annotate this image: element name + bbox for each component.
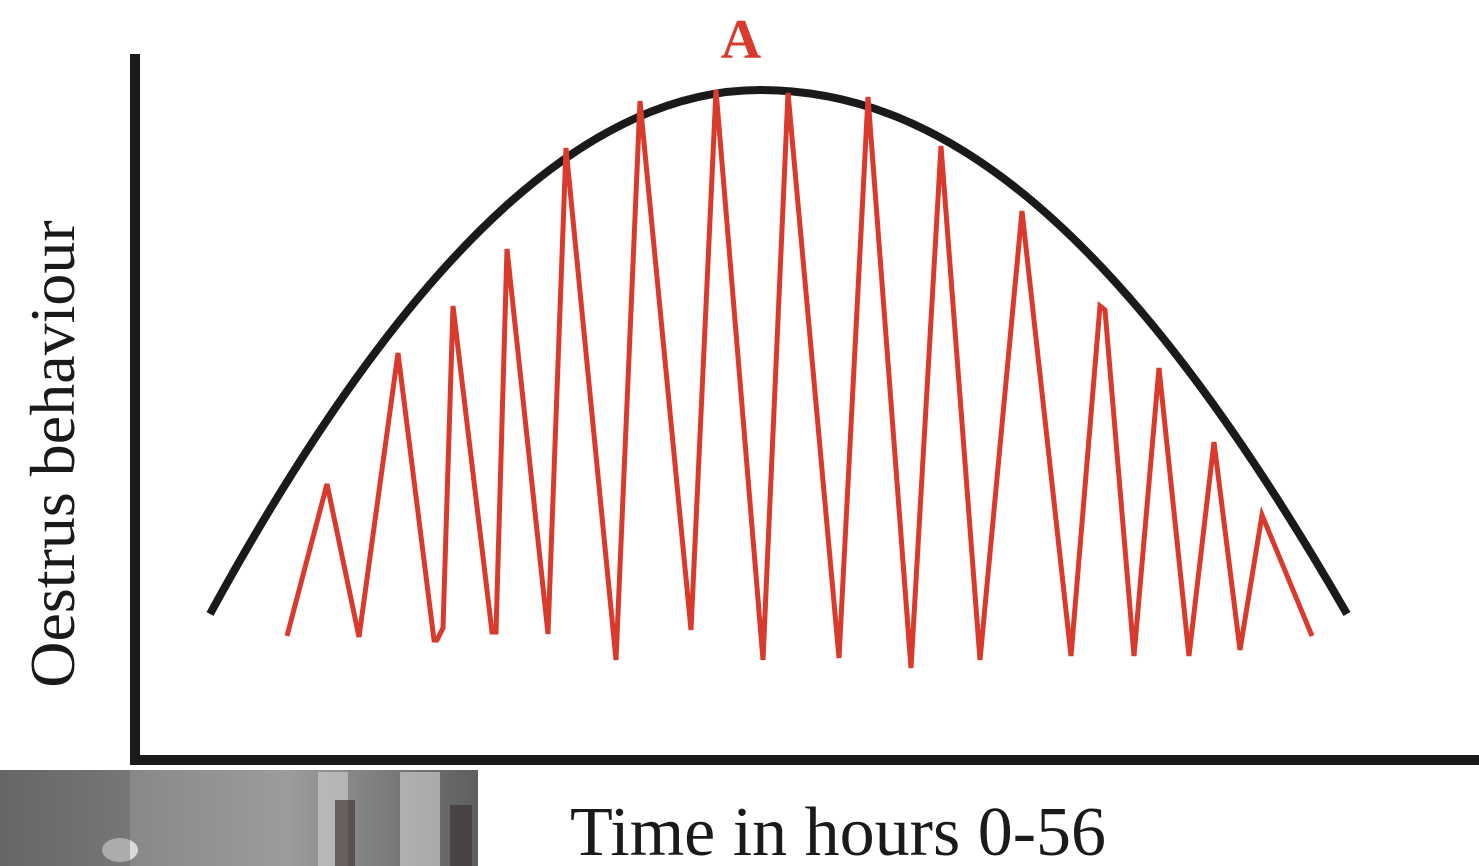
photo-inset (0, 770, 478, 866)
y-axis-label: Oestrus behaviour (17, 220, 88, 687)
x-axis-label: Time in hours 0-56 (570, 794, 1106, 866)
oscillation-line (284, 89, 1315, 669)
envelope-curve (206, 85, 1351, 616)
peak-label: A (721, 9, 762, 71)
